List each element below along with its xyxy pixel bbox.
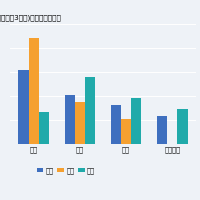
Bar [29,38,39,144]
Bar [65,95,75,144]
Text: 低学年(1年生から3年生)の自由研究内容: 低学年(1年生から3年生)の自由研究内容 [0,15,61,21]
Bar [131,98,141,144]
Bar [18,70,29,144]
Bar [75,102,85,144]
Bar [111,105,121,144]
Bar [39,112,49,144]
Bar [121,119,131,144]
Bar [157,116,167,144]
Bar [85,77,95,144]
Legend: 小１, 小２, 小３: 小１, 小２, 小３ [34,165,97,177]
Bar [177,109,188,144]
